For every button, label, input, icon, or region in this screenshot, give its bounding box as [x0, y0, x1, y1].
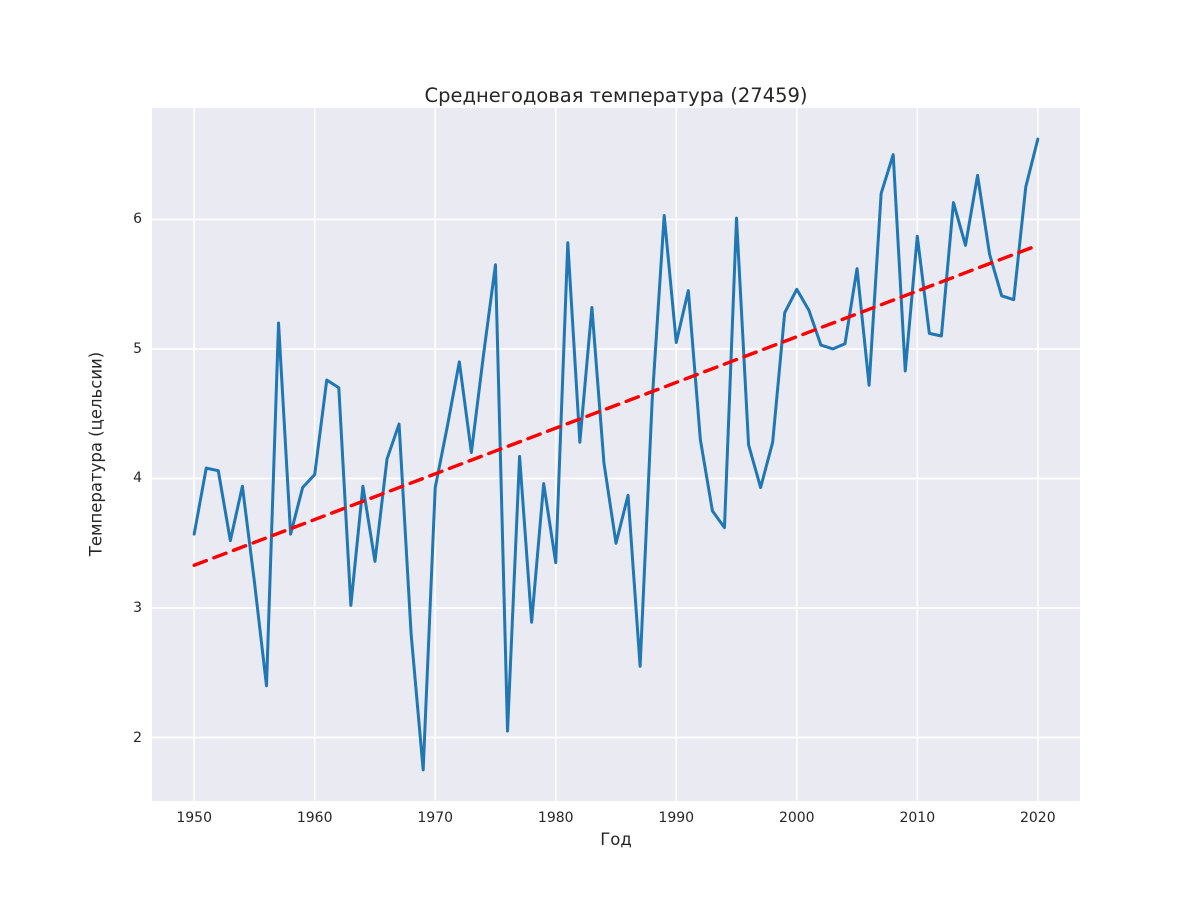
x-tick-label: 1950 [176, 810, 212, 826]
annual-temperature-line [192, 137, 1040, 772]
chart-title: Среднегодовая температура (27459) [424, 84, 808, 107]
x-axis-label: Год [600, 830, 632, 849]
x-tick-label: 1990 [658, 810, 695, 826]
x-tick-label: 1970 [417, 810, 454, 826]
y-tick-label: 5 [133, 340, 142, 357]
x-tick-label: 1980 [537, 810, 574, 826]
y-tick-label: 6 [133, 211, 142, 228]
plot-area [152, 108, 1080, 801]
series-group [192, 137, 1040, 772]
x-tick-label: 2020 [1019, 810, 1056, 826]
y-tick-label: 2 [133, 729, 142, 746]
y-axis-label-text: Температура (цельсии) [86, 351, 106, 557]
y-tick-label: 3 [133, 599, 142, 616]
y-tick-label: 4 [133, 470, 142, 487]
chart-canvas [152, 108, 1080, 801]
linear-trend-line [192, 243, 1040, 567]
gridlines [152, 108, 1080, 801]
x-tick-label: 2000 [778, 810, 815, 826]
x-tick-label: 1960 [296, 810, 333, 826]
x-tick-label: 2010 [899, 810, 936, 826]
